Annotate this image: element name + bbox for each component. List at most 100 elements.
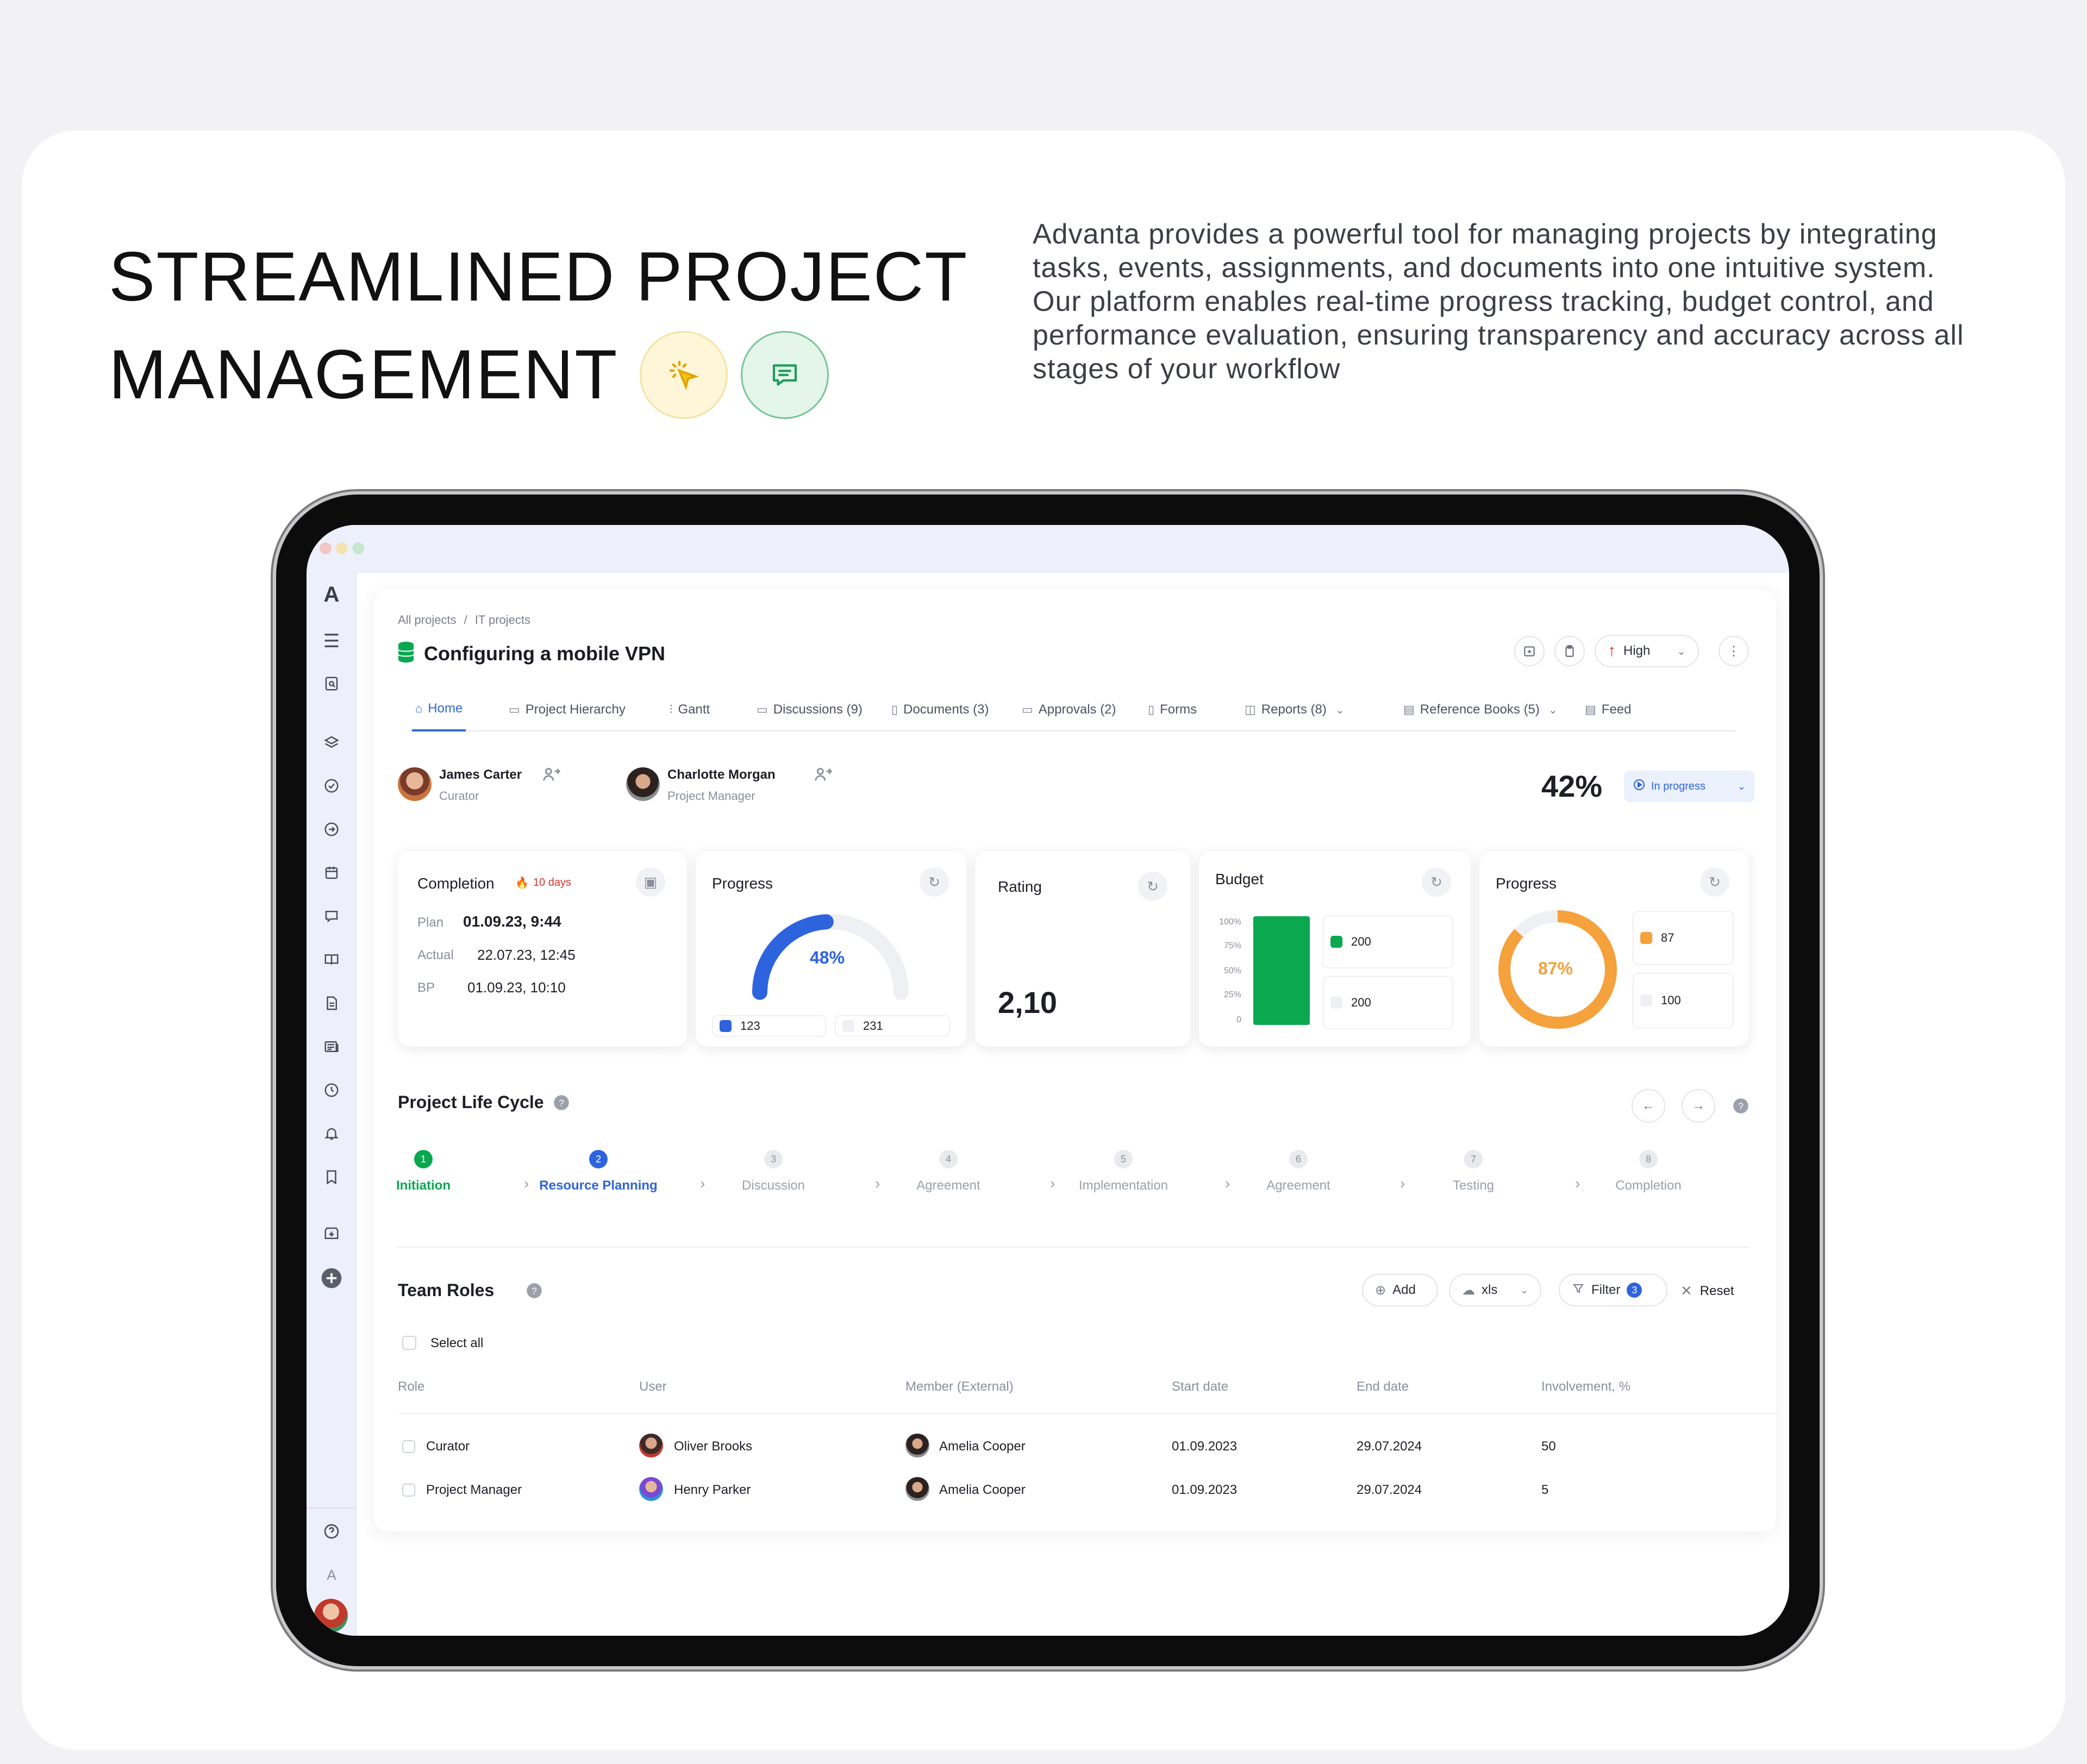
step-agreement[interactable]: Agreement <box>916 1178 980 1193</box>
row-checkbox[interactable] <box>402 1484 415 1497</box>
column-header[interactable]: Involvement, % <box>1541 1379 1631 1394</box>
tab-reports[interactable]: ◫ Reports (8) ⌄ <box>1245 688 1345 731</box>
more-options-button[interactable]: ⋮ <box>1719 636 1749 666</box>
help-icon[interactable] <box>317 1517 346 1546</box>
step-agreement-2[interactable]: Agreement <box>1266 1178 1330 1193</box>
axis-tick: 0 <box>1236 1015 1241 1024</box>
calendar-icon[interactable]: ▣ <box>636 867 665 897</box>
step-discussion[interactable]: Discussion <box>741 1178 805 1193</box>
row-checkbox[interactable] <box>402 1440 415 1453</box>
refresh-icon[interactable]: ↻ <box>1138 872 1167 901</box>
axis-tick: 25% <box>1223 990 1241 999</box>
tab-forms[interactable]: ▯ Forms <box>1148 688 1197 731</box>
card-title: Progress <box>1496 875 1557 892</box>
help-icon[interactable]: ? <box>1733 1098 1749 1117</box>
close-dot[interactable] <box>320 542 332 554</box>
filter-button[interactable]: Filter 3 <box>1559 1274 1667 1306</box>
legend-swatch <box>1640 994 1652 1006</box>
inbox-icon[interactable] <box>317 1219 346 1248</box>
tab-gantt[interactable]: ⫶ Gantt <box>670 688 710 731</box>
tab-discussions[interactable]: ▭ Discussions (9) <box>757 688 863 731</box>
clipboard-button[interactable] <box>1554 636 1585 666</box>
priority-select[interactable]: ↑ High ⌄ <box>1595 635 1699 667</box>
cell-member: Amelia Cooper <box>939 1482 1026 1497</box>
column-header[interactable]: End date <box>1357 1379 1409 1394</box>
step-initiation[interactable]: Initiation <box>396 1178 451 1193</box>
reassign-icon[interactable] <box>814 766 833 785</box>
step-number: 2 <box>589 1150 608 1168</box>
breadcrumb-all-projects[interactable]: All projects <box>398 613 457 627</box>
cell-involvement: 5 <box>1541 1482 1549 1497</box>
menu-icon[interactable]: ☰ <box>323 631 340 652</box>
step-completion[interactable]: Completion <box>1615 1178 1682 1193</box>
tab-project-hierarchy[interactable]: ▭ Project Hierarchy <box>509 688 626 731</box>
plus-icon[interactable] <box>317 1264 346 1292</box>
calendar-add-button[interactable] <box>1514 636 1545 666</box>
book-icon: ▭ <box>1022 703 1033 716</box>
breadcrumb-it-projects[interactable]: IT projects <box>474 613 531 627</box>
step-testing[interactable]: Testing <box>1452 1178 1495 1193</box>
tab-approvals[interactable]: ▭ Approvals (2) <box>1022 688 1116 731</box>
hero-title-line1: STREAMLINED PROJECT <box>109 238 968 316</box>
refresh-icon[interactable]: ↻ <box>1700 867 1729 897</box>
avatar <box>639 1434 663 1458</box>
row-label: BP <box>417 980 435 995</box>
tab-feed[interactable]: ▤ Feed <box>1585 688 1632 731</box>
tab-label: Approvals (2) <box>1038 702 1116 717</box>
tab-bar: ⌂ Home ▭ Project Hierarchy ⫶ Gantt ▭ Discuss… <box>409 688 1735 731</box>
legend-item: 231 <box>835 1015 950 1037</box>
help-icon[interactable]: ? <box>553 1094 570 1114</box>
column-header[interactable]: Member (External) <box>905 1379 1014 1394</box>
check-circle-icon[interactable] <box>317 772 346 800</box>
status-select[interactable]: In progress ⌄ <box>1624 771 1754 802</box>
legend-value: 200 <box>1351 996 1371 1009</box>
reassign-icon[interactable] <box>542 766 561 786</box>
user-avatar[interactable] <box>314 1599 348 1632</box>
app-window: A ☰ <box>307 525 1789 1636</box>
bell-icon[interactable] <box>317 1119 346 1148</box>
row-label: Actual <box>417 948 454 962</box>
clock-icon[interactable] <box>317 1076 346 1104</box>
help-icon[interactable]: ? <box>526 1283 542 1302</box>
book-icon[interactable] <box>317 946 346 974</box>
select-all-checkbox[interactable] <box>402 1336 416 1350</box>
tab-home[interactable]: ⌂ Home <box>412 688 466 731</box>
overall-percent: 42% <box>1541 769 1603 803</box>
document-icon[interactable] <box>317 989 346 1017</box>
arrow-right-button[interactable]: → <box>1682 1089 1715 1123</box>
calendar-icon[interactable] <box>317 859 346 887</box>
step-resource-planning[interactable]: Resource Planning <box>539 1178 658 1193</box>
news-icon[interactable] <box>317 1033 346 1061</box>
cell-user: Henry Parker <box>674 1482 751 1497</box>
logo-icon[interactable]: A <box>323 582 340 606</box>
legend-value: 200 <box>1351 935 1371 948</box>
maximize-dot[interactable] <box>352 542 364 554</box>
refresh-icon[interactable]: ↻ <box>920 867 949 897</box>
column-header[interactable]: User <box>639 1379 667 1394</box>
arrow-circle-icon[interactable] <box>317 815 346 843</box>
export-select[interactable]: ☁ xls ⌄ <box>1449 1274 1541 1306</box>
step-implementation[interactable]: Implementation <box>1078 1178 1169 1193</box>
tab-documents[interactable]: ▯ Documents (3) <box>891 688 989 731</box>
column-header[interactable]: Start date <box>1172 1379 1229 1394</box>
card-title: Rating <box>998 878 1042 895</box>
hero-description: Advanta provides a powerful tool for man… <box>1033 218 1964 385</box>
layers-icon[interactable] <box>317 728 346 756</box>
bookmark-icon[interactable] <box>317 1163 346 1191</box>
column-header[interactable]: Role <box>398 1379 425 1394</box>
close-icon: ✕ <box>1680 1283 1692 1299</box>
card-title: Budget <box>1215 871 1264 887</box>
refresh-icon[interactable]: ↻ <box>1422 867 1451 897</box>
plus-circle-icon: ⊕ <box>1375 1283 1386 1298</box>
search-doc-icon[interactable] <box>317 670 346 698</box>
legend-value: 100 <box>1661 993 1681 1007</box>
avatar <box>639 1477 663 1501</box>
arrow-left-button[interactable]: ← <box>1632 1089 1665 1123</box>
minimize-dot[interactable] <box>336 542 348 554</box>
filter-count-badge: 3 <box>1627 1283 1642 1298</box>
reset-button[interactable]: ✕ Reset <box>1680 1283 1734 1299</box>
tablet-frame: A ☰ <box>276 495 1820 1666</box>
chat-icon[interactable] <box>317 902 346 930</box>
add-button[interactable]: ⊕ Add <box>1362 1274 1438 1306</box>
tab-reference-books[interactable]: ▤ Reference Books (5) ⌄ <box>1403 688 1558 731</box>
